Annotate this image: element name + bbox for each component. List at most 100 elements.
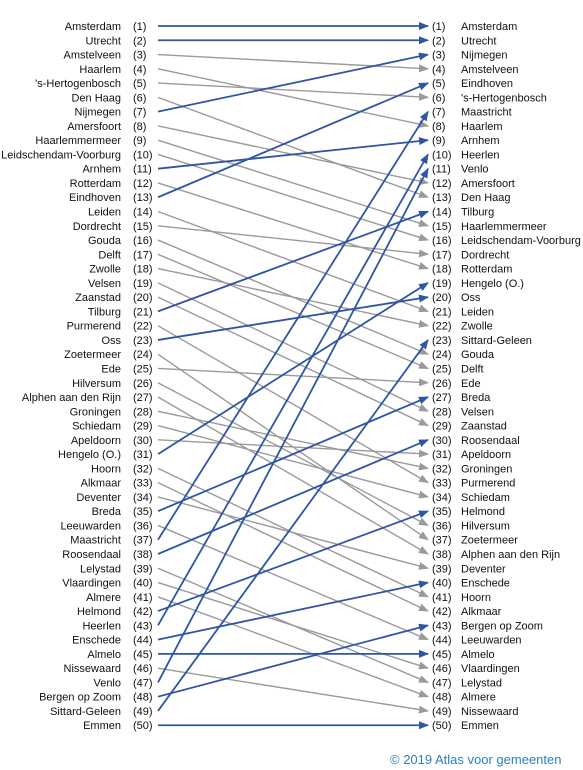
right-rank-label: (29) bbox=[432, 421, 452, 433]
right-rank-label: (10) bbox=[432, 149, 452, 161]
left-rank-label: (14) bbox=[133, 207, 153, 219]
highlight-rank-arrow bbox=[157, 282, 429, 455]
left-rank-label: (7) bbox=[133, 107, 146, 119]
right-city-label: Rotterdam bbox=[461, 264, 512, 276]
highlight-rank-arrow bbox=[157, 339, 429, 712]
right-rank-label: (48) bbox=[432, 692, 452, 704]
left-rank-label: (34) bbox=[133, 492, 153, 504]
rank-arrow bbox=[157, 410, 429, 471]
right-rank-label: (8) bbox=[432, 121, 445, 133]
rank-arrow bbox=[157, 367, 429, 387]
right-rank-label: (11) bbox=[432, 164, 451, 176]
right-city-label: Schiedam bbox=[461, 492, 510, 504]
rank-arrow bbox=[157, 53, 429, 73]
left-rank-label: (40) bbox=[133, 578, 153, 590]
right-rank-label: (21) bbox=[432, 306, 452, 318]
highlight-rank-arrow bbox=[157, 623, 429, 698]
left-city-label: 's-Hertogenbosch bbox=[35, 78, 121, 90]
right-city-label: Vlaardingen bbox=[461, 663, 520, 675]
left-rank-label: (3) bbox=[133, 50, 146, 62]
left-city-label: Breda bbox=[92, 506, 122, 518]
right-city-label: Eindhoven bbox=[461, 78, 513, 90]
left-city-label: Dordrecht bbox=[73, 221, 121, 233]
right-city-label: Amsterdam bbox=[461, 21, 517, 33]
left-city-label: Heerlen bbox=[82, 620, 121, 632]
left-city-label: Amsterdam bbox=[65, 21, 121, 33]
highlight-rank-arrow bbox=[157, 439, 429, 555]
right-city-label: Hoorn bbox=[461, 592, 491, 604]
rank-arrow bbox=[157, 96, 429, 198]
rank-arrow bbox=[157, 424, 429, 499]
right-city-label: Ede bbox=[461, 378, 481, 390]
highlight-rank-arrow bbox=[157, 153, 429, 626]
left-rank-label: (28) bbox=[133, 406, 153, 418]
right-rank-label: (20) bbox=[432, 292, 452, 304]
right-rank-label: (9) bbox=[432, 135, 445, 147]
rank-arrow bbox=[157, 282, 429, 412]
highlight-rank-arrow bbox=[157, 510, 429, 612]
lines-gray-group bbox=[157, 53, 429, 714]
rank-arrow bbox=[157, 596, 429, 698]
right-rank-label: (45) bbox=[432, 649, 452, 661]
left-rank-label: (22) bbox=[133, 321, 153, 333]
right-rank-label: (1) bbox=[432, 21, 445, 33]
right-city-label: Zwolle bbox=[461, 321, 493, 333]
right-rank-label: (50) bbox=[432, 720, 452, 732]
left-city-label: Tilburg bbox=[88, 306, 121, 318]
left-rank-label: (12) bbox=[133, 178, 153, 190]
left-rank-label: (45) bbox=[133, 649, 153, 661]
left-rank-label: (30) bbox=[133, 435, 153, 447]
right-city-label: Dordrecht bbox=[461, 249, 509, 261]
right-city-label: Nijmegen bbox=[461, 50, 507, 62]
right-city-label: Gouda bbox=[461, 349, 495, 361]
right-city-label: Haarlemmermeer bbox=[461, 221, 547, 233]
left-rank-label: (8) bbox=[133, 121, 146, 133]
right-city-label: Venlo bbox=[461, 164, 489, 176]
left-rank-label: (38) bbox=[133, 549, 153, 561]
left-rank-label: (49) bbox=[133, 706, 153, 718]
right-city-label: Apeldoorn bbox=[461, 449, 511, 461]
right-city-label: Leiden bbox=[461, 306, 494, 318]
right-city-label: Deventer bbox=[461, 563, 506, 575]
right-rank-label: (47) bbox=[432, 677, 452, 689]
left-city-label: Purmerend bbox=[67, 321, 121, 333]
left-rank-label: (36) bbox=[133, 520, 153, 532]
left-rank-label: (25) bbox=[133, 363, 153, 375]
left-rank-label: (44) bbox=[133, 635, 153, 647]
left-city-label: Nijmegen bbox=[75, 107, 121, 119]
left-rank-label: (19) bbox=[133, 278, 153, 290]
right-rank-label: (18) bbox=[432, 264, 452, 276]
right-city-label: Oss bbox=[461, 292, 481, 304]
rank-arrow bbox=[157, 153, 429, 242]
left-rank-label: (6) bbox=[133, 92, 146, 104]
rank-arrow bbox=[157, 482, 429, 612]
right-rank-label: (7) bbox=[432, 107, 445, 119]
right-city-label: Amstelveen bbox=[461, 64, 518, 76]
left-rank-label: (29) bbox=[133, 421, 153, 433]
right-rank-label: (44) bbox=[432, 635, 452, 647]
right-rank-label: (30) bbox=[432, 435, 452, 447]
rank-arrow bbox=[157, 267, 429, 328]
rank-arrow bbox=[157, 667, 429, 714]
right-rank-label: (37) bbox=[432, 535, 452, 547]
left-city-label: Almere bbox=[86, 592, 121, 604]
right-city-label: Roosendaal bbox=[461, 435, 520, 447]
left-city-label: Enschede bbox=[72, 635, 121, 647]
right-city-label: 's-Hertogenbosch bbox=[461, 92, 547, 104]
highlight-rank-arrow bbox=[157, 82, 429, 199]
left-city-label: Velsen bbox=[88, 278, 121, 290]
left-city-label: Helmond bbox=[77, 606, 121, 618]
left-city-label: Zoetermeer bbox=[64, 349, 121, 361]
left-city-label: Lelystad bbox=[80, 563, 121, 575]
left-rank-label: (23) bbox=[133, 335, 153, 347]
left-rank-label: (4) bbox=[133, 64, 146, 76]
left-city-label: Almelo bbox=[87, 649, 121, 661]
right-city-label: Haarlem bbox=[461, 121, 503, 133]
right-rank-label: (15) bbox=[432, 221, 452, 233]
left-rank-label: (31) bbox=[133, 449, 153, 461]
left-rank-label: (41) bbox=[133, 592, 153, 604]
right-rank-label: (49) bbox=[432, 706, 452, 718]
right-rank-label: (26) bbox=[432, 378, 452, 390]
left-city-label: Leidschendam-Voorburg bbox=[1, 149, 121, 161]
right-city-label: Zaanstad bbox=[461, 421, 507, 433]
